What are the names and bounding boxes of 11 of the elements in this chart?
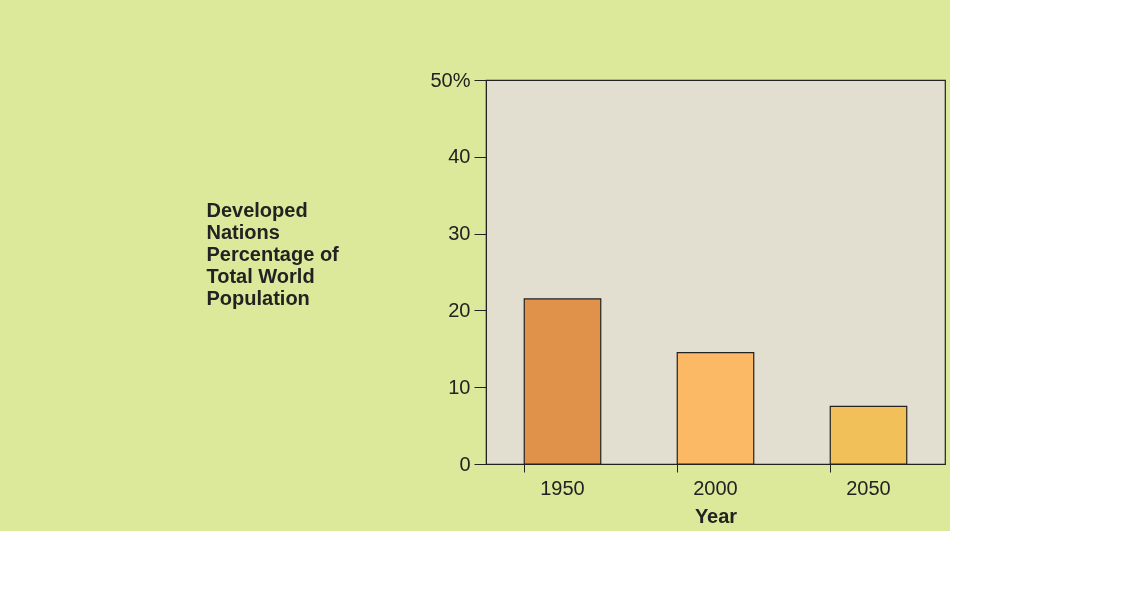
y-tick-label: 10 (448, 375, 471, 398)
x-tick-label: 1950 (540, 476, 585, 499)
x-axis-title: Year (694, 504, 738, 527)
y-tick-label: 30 (448, 222, 471, 245)
x-tick-label: 2050 (846, 476, 891, 499)
y-tick-label: 40 (448, 145, 471, 168)
y-tick-label: 20 (448, 298, 471, 321)
y-axis-title: Developed Nations Percentage of Total World Population (206, 198, 340, 309)
x-tick-label: 2000 (693, 476, 738, 499)
y-tick-label: 50% (430, 68, 471, 91)
y-tick-label: 0 (459, 452, 471, 475)
